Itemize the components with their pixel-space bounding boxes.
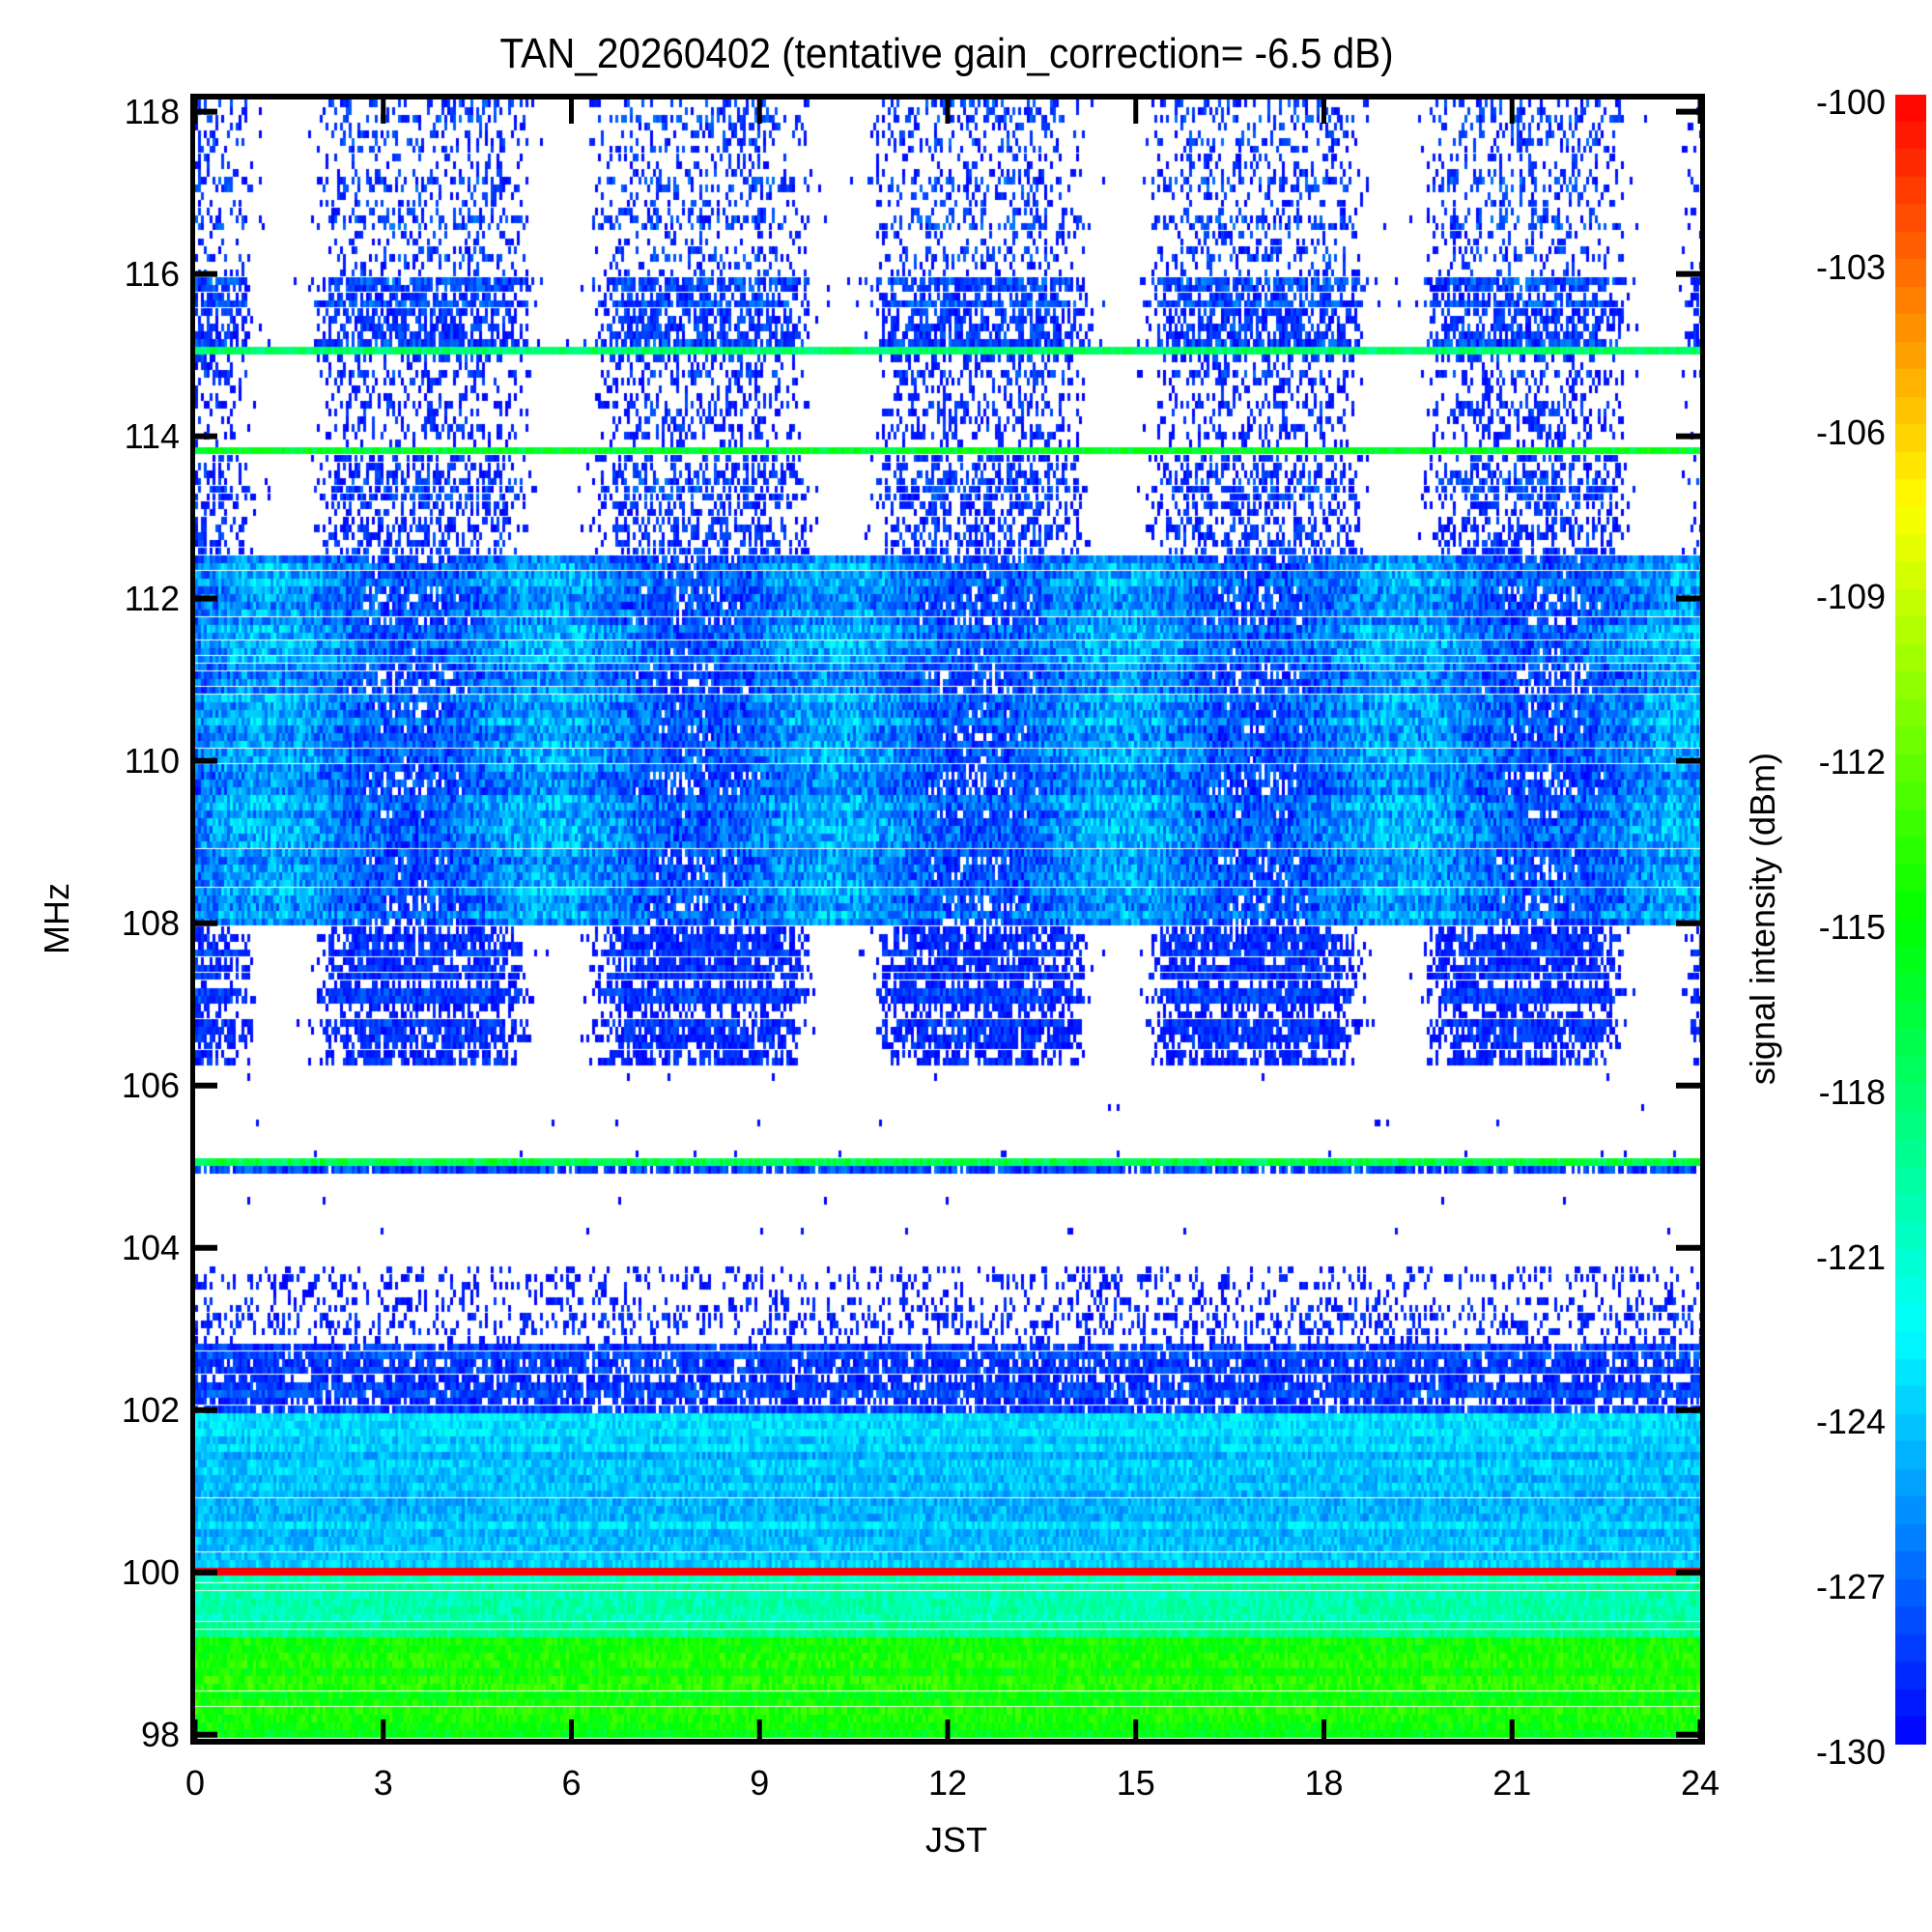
x-tick-label: 18 <box>1304 1763 1344 1803</box>
band-band-112.5-113.75 <box>195 457 1700 558</box>
colorbar-tick-label: -127 <box>1815 1567 1886 1607</box>
colorbar-tick-label: -106 <box>1815 412 1886 452</box>
band-line-100.05 <box>195 1564 1700 1572</box>
band-band-104.9-105 <box>195 1167 1700 1175</box>
y-tick-label: 114 <box>124 415 180 456</box>
y-axis-label: MHz <box>37 883 76 954</box>
band-band-100.1-102 <box>195 1410 1700 1565</box>
band-band-106.2-108 <box>195 923 1700 1069</box>
colorbar-tick-label: -109 <box>1815 577 1886 617</box>
band-band-105.1-106.2 <box>195 1069 1700 1158</box>
band-line-113.8 <box>195 448 1700 456</box>
band-band-113.8-115 <box>195 351 1700 448</box>
band-band-102-102.8 <box>195 1346 1700 1410</box>
colorbar-tick-label: -103 <box>1815 246 1886 287</box>
spectrogram-heatmap <box>195 99 1700 1739</box>
band-band-102.8-103.8 <box>195 1264 1700 1346</box>
x-axis-label: JST <box>924 1820 987 1860</box>
y-tick-label: 116 <box>124 253 180 294</box>
x-tick-label: 24 <box>1680 1763 1720 1803</box>
band-upper-sky-band <box>195 99 1700 274</box>
band-line-115 <box>195 343 1700 351</box>
x-tick-label: 12 <box>927 1763 968 1803</box>
colorbar-tick-label: -130 <box>1815 1732 1886 1772</box>
tick-marks <box>192 94 1703 1745</box>
y-tick-label: 110 <box>124 740 180 781</box>
band-band-115-116 <box>195 274 1700 343</box>
y-tick-label: 106 <box>121 1065 180 1105</box>
colorbar <box>1895 95 1926 1745</box>
y-tick-label: 104 <box>121 1227 180 1267</box>
band-band-108-112.5 <box>195 558 1700 923</box>
band-band-99.2-100 <box>195 1573 1700 1637</box>
chart-title: TAN_20260402 (tentative gain_correction=… <box>499 30 1394 77</box>
colorbar-tick-label: -112 <box>1818 742 1886 782</box>
band-band-103.8-104.9 <box>195 1175 1700 1264</box>
x-tick-label: 21 <box>1492 1763 1532 1803</box>
y-tick-label: 108 <box>121 902 180 943</box>
band-line-105.05 <box>195 1158 1700 1166</box>
colorbar-tick-label: -124 <box>1815 1402 1886 1442</box>
x-tick-label: 3 <box>373 1763 393 1803</box>
colorbar-tick-label: -121 <box>1815 1236 1886 1277</box>
x-tick-label: 15 <box>1116 1763 1155 1803</box>
colorbar-label: signal intensity (dBm) <box>1743 752 1782 1086</box>
y-tick-label: 98 <box>140 1714 180 1754</box>
y-tick-label: 100 <box>121 1551 180 1592</box>
y-tick-label: 112 <box>124 578 180 618</box>
x-tick-label: 9 <box>750 1763 770 1803</box>
colorbar-tick-label: -115 <box>1818 907 1886 947</box>
x-tick-label: 6 <box>561 1763 582 1803</box>
colorbar-tick-label: -118 <box>1818 1071 1886 1112</box>
x-tick-label: 0 <box>185 1763 206 1803</box>
band-marks <box>195 99 1700 1739</box>
colorbar-tick-label: -100 <box>1815 82 1886 122</box>
y-tick-label: 118 <box>124 91 180 131</box>
y-tick-label: 102 <box>121 1389 180 1430</box>
